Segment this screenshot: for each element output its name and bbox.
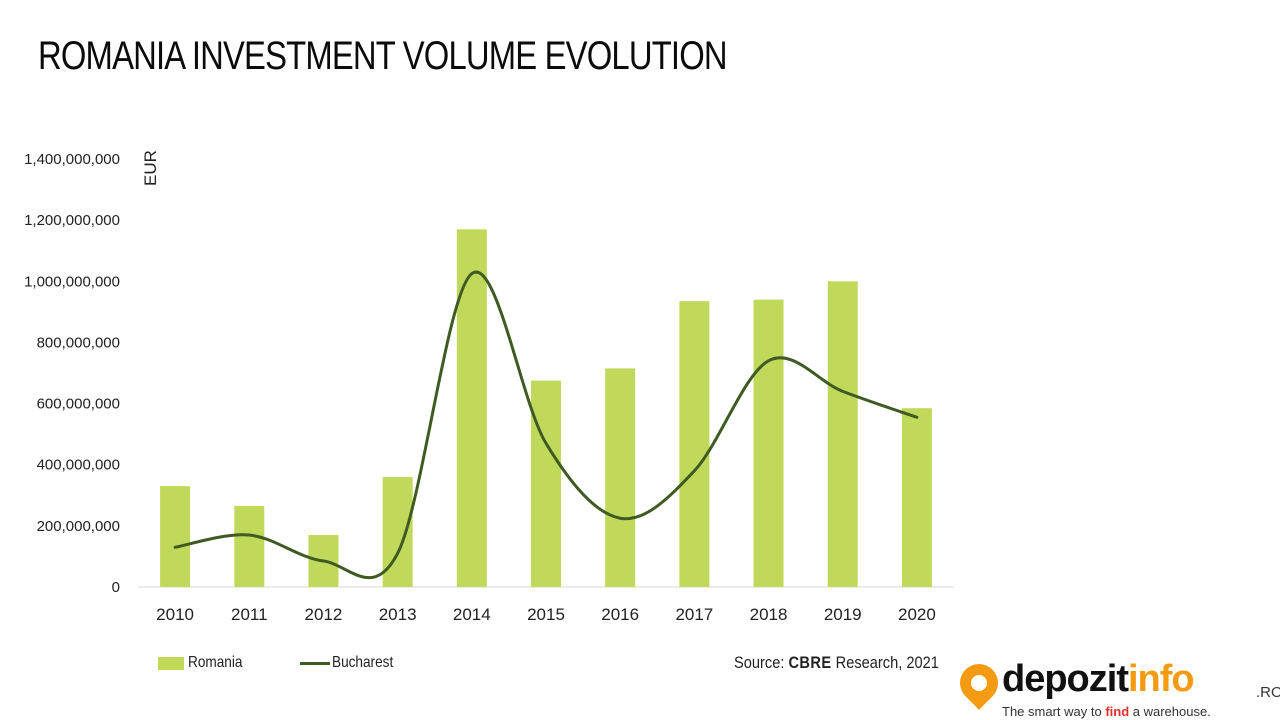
legend-romania-label: Romania [188, 654, 243, 671]
bar-romania-2011 [234, 505, 265, 587]
logo-part1: depozit [1002, 658, 1129, 700]
bar-romania-2018 [753, 299, 784, 587]
y-tick-label: 1,200,000,000 [24, 212, 120, 229]
y-tick-label: 400,000,000 [37, 457, 120, 474]
x-tick-label: 2012 [305, 605, 343, 624]
bar-romania-2014 [456, 229, 487, 588]
tagline-a: The smart way to [1002, 704, 1106, 719]
legend-romania: Romania [158, 654, 252, 672]
y-tick-label: 0 [112, 579, 120, 596]
x-tick-label: 2014 [453, 605, 491, 624]
source-brand: CBRE [788, 653, 832, 672]
bar-romania-2017 [679, 301, 710, 587]
bar-romania-2015 [531, 380, 561, 587]
source-note: Source: CBRE Research, 2021 [734, 653, 939, 673]
line-bucharest [173, 270, 919, 580]
x-tick-label: 2010 [156, 605, 194, 624]
y-tick-label: 800,000,000 [37, 334, 120, 351]
y-tick-label: 1,000,000,000 [24, 273, 120, 290]
location-pin-icon [952, 656, 1006, 710]
x-tick-label: 2013 [379, 605, 417, 624]
logo-tagline: The smart way to find a warehouse. [1002, 704, 1211, 719]
x-tick-label: 2019 [824, 605, 862, 624]
x-tick-label: 2016 [601, 605, 639, 624]
legend-romania-swatch [158, 656, 184, 670]
source-prefix: Source: [734, 653, 789, 672]
logo-part2: info [1127, 658, 1195, 700]
logo-suffix: .RO [1256, 684, 1280, 701]
bar-romania-2010 [160, 486, 191, 587]
legend-bucharest-swatch [300, 661, 330, 665]
tagline-b: find [1105, 704, 1130, 719]
y-axis-label: EUR [141, 150, 160, 186]
source-suffix: Research, 2021 [831, 653, 939, 672]
page-title: ROMANIA INVESTMENT VOLUME EVOLUTION [38, 34, 728, 78]
legend-bucharest: Bucharest [300, 654, 404, 672]
logo-wordmark: depozitinfo [1002, 658, 1195, 701]
tagline-c: a warehouse. [1129, 704, 1211, 719]
bar-romania-2020 [901, 408, 932, 587]
depozitinfo-logo[interactable]: depozitinfo .RO The smart way to find a … [952, 656, 1280, 720]
bar-romania-2019 [827, 281, 858, 587]
x-tick-label: 2020 [898, 605, 936, 624]
y-tick-label: 200,000,000 [37, 518, 120, 535]
bar-romania-2016 [605, 368, 636, 587]
x-tick-label: 2011 [231, 605, 268, 624]
x-tick-label: 2015 [527, 605, 565, 624]
y-tick-label: 1,400,000,000 [24, 151, 120, 168]
x-tick-label: 2018 [750, 605, 788, 624]
x-tick-label: 2017 [675, 605, 713, 624]
y-tick-label: 600,000,000 [37, 396, 120, 413]
legend-bucharest-label: Bucharest [332, 654, 394, 671]
